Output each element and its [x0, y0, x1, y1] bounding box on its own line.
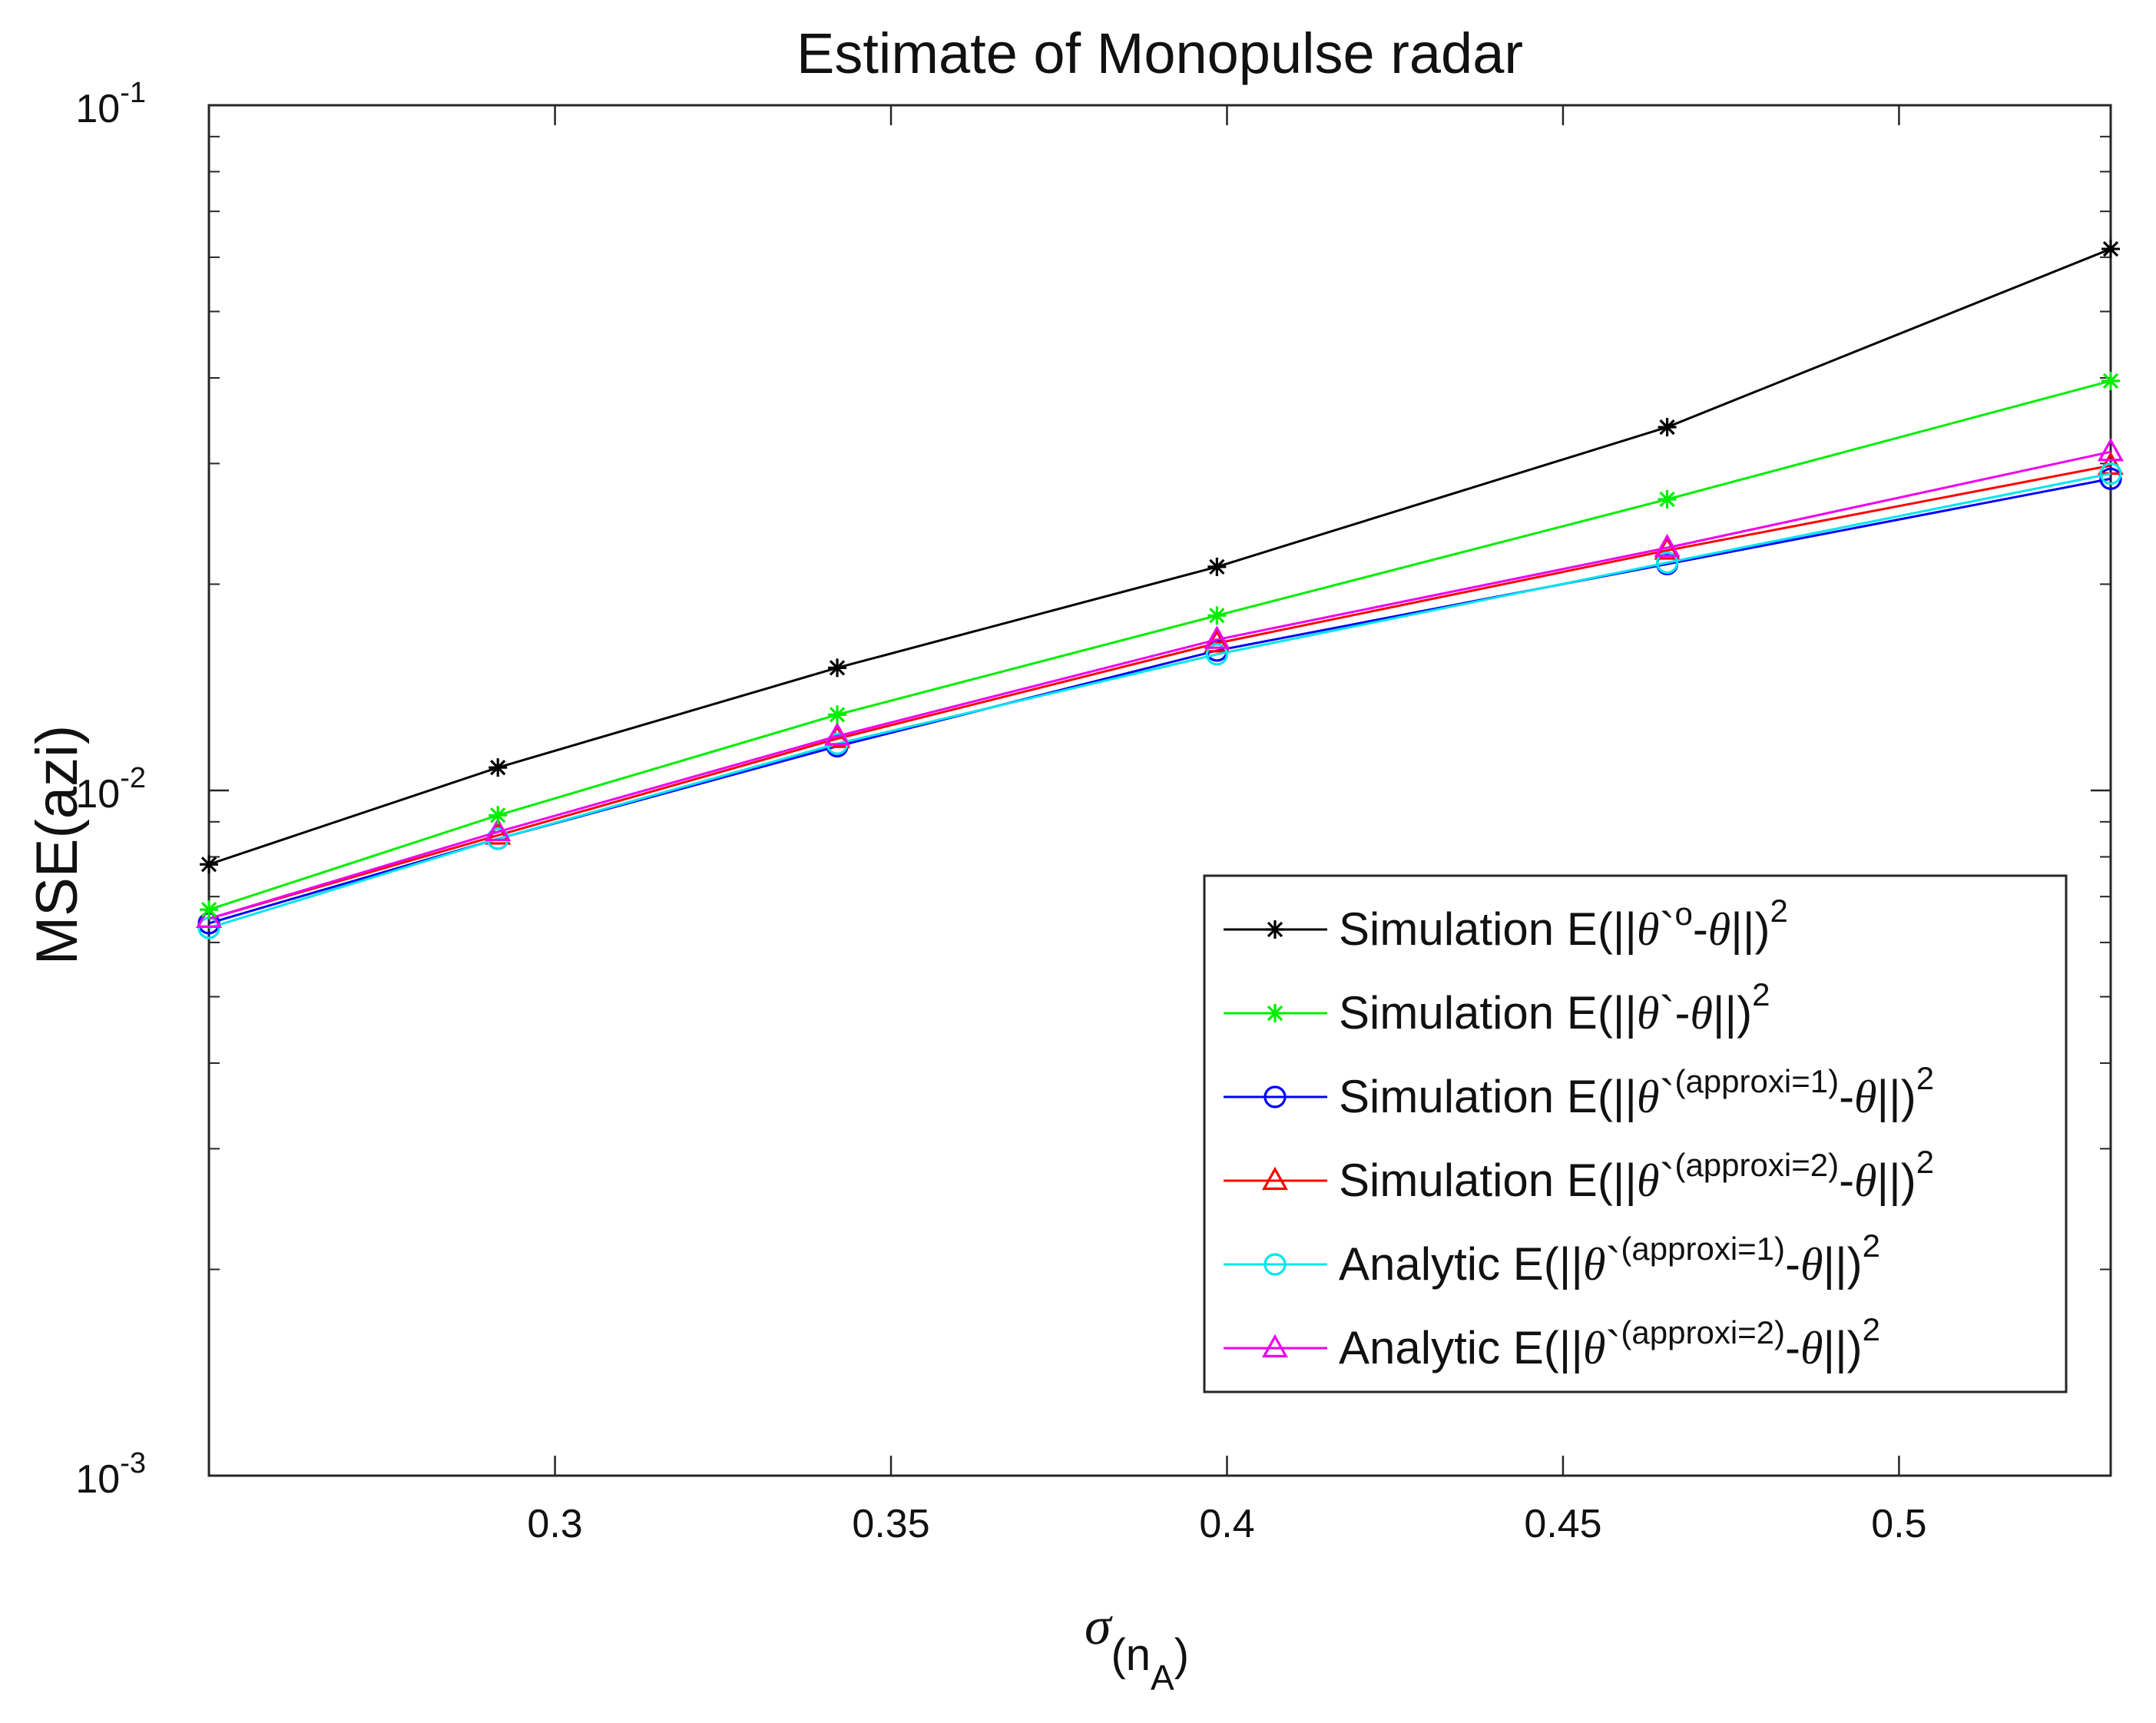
- x-tick-label: 0.45: [1524, 1502, 1601, 1546]
- data-point-sim-a2: [2098, 451, 2124, 475]
- plot-area: 10-110-210-30.3 0.35 0.4 0.45 0.5Simulation …: [75, 77, 2124, 1546]
- legend: Simulation E(||θ`o-θ||)2 Simulation E(||θ…: [1203, 874, 2068, 1393]
- x-axis-label: σ(nA): [1085, 1597, 1189, 1698]
- data-point-ana-a2: [485, 817, 512, 842]
- series-line-sim-a2: [208, 464, 2111, 920]
- x-tick-label: 0.5: [1871, 1502, 1926, 1546]
- y-tick-label: 10-3: [75, 1447, 146, 1502]
- y-axis-label: MSE(azi): [25, 725, 90, 965]
- series-line-sim-o: [208, 247, 2111, 866]
- legend-label: Simulation E(||θ`o-θ||)2: [1339, 893, 1788, 955]
- x-tick-label: 0.3: [527, 1502, 582, 1546]
- y-tick-label-exponent: -3: [120, 1447, 146, 1479]
- legend-entry-sim-plain: Simulation E(||θ`-θ||)2: [1224, 976, 1770, 1039]
- legend-box: [1203, 874, 2068, 1393]
- data-point-sim-plain: [828, 705, 847, 724]
- x-tick-label: 0.35: [852, 1502, 929, 1546]
- series-line-ana-a1: [208, 472, 2111, 929]
- data-point-sim-plain: [488, 806, 508, 825]
- y-tick-label: 10-2: [75, 762, 146, 817]
- legend-marker: [1262, 1334, 1288, 1358]
- legend-marker: [1266, 1004, 1284, 1022]
- legend-marker: [1266, 920, 1284, 939]
- legend-entry-ana-a2: Analytic E(||θ`(approxi=2)-θ||)2: [1224, 1311, 1880, 1373]
- data-point-ana-a2: [824, 722, 851, 746]
- legend-entry-sim-a1: Simulation E(||θ`(approxi=1)-θ||)2: [1224, 1060, 1934, 1122]
- data-point-sim-plain: [1658, 490, 1677, 509]
- legend-marker: [1263, 1085, 1287, 1108]
- data-point-ana-a2: [196, 904, 222, 928]
- legend-marker: [1263, 1253, 1287, 1276]
- data-point-ana-a1: [2099, 462, 2122, 485]
- x-tick-label: 0.4: [1199, 1502, 1254, 1546]
- y-tick-label-exponent: -2: [120, 762, 146, 794]
- legend-label: Analytic E(||θ`(approxi=1)-θ||)2: [1339, 1228, 1880, 1290]
- data-point-ana-a2: [2098, 437, 2124, 462]
- y-tick-label-base: 10: [75, 87, 120, 131]
- y-tick-label: 10-1: [75, 77, 146, 131]
- data-point-ana-a1: [1205, 643, 1228, 666]
- legend-marker: [1262, 1166, 1288, 1191]
- y-tick-label-exponent: -1: [120, 77, 146, 109]
- legend-label: Simulation E(||θ`(approxi=1)-θ||)2: [1339, 1060, 1934, 1122]
- data-point-sim-o: [488, 758, 508, 777]
- legend-entry-ana-a1: Analytic E(||θ`(approxi=1)-θ||)2: [1224, 1228, 1880, 1290]
- data-point-sim-o: [1207, 557, 1227, 576]
- x-axis-label-subscript-close: ): [1174, 1630, 1189, 1680]
- series-line-sim-plain: [208, 379, 2111, 911]
- x-axis-label-symbol: σ: [1085, 1597, 1113, 1656]
- data-point-sim-a1: [2099, 467, 2122, 490]
- x-axis-label-subsubscript: A: [1151, 1658, 1174, 1698]
- data-point-ana-a2: [1654, 533, 1681, 558]
- data-point-sim-o: [2101, 240, 2120, 259]
- y-tick-label-base: 10: [75, 772, 120, 817]
- data-point-ana-a2: [1204, 625, 1230, 649]
- y-tick-label-base: 10: [75, 1457, 120, 1502]
- plot-frame: [207, 104, 2112, 1477]
- data-point-sim-o: [1658, 418, 1677, 437]
- legend-entry-sim-a2: Simulation E(||θ`(approxi=2)-θ||)2: [1224, 1144, 1934, 1206]
- series-line-ana-a2: [208, 450, 2111, 920]
- legend-label: Analytic E(||θ`(approxi=2)-θ||)2: [1339, 1311, 1880, 1373]
- data-point-sim-o: [200, 855, 218, 874]
- data-point-sim-plain: [1207, 606, 1227, 625]
- data-point-sim-plain: [200, 900, 218, 919]
- chart-title: Estimate of Monopulse radar: [796, 22, 1523, 85]
- legend-label: Simulation E(||θ`(approxi=2)-θ||)2: [1339, 1144, 1934, 1206]
- data-point-ana-a1: [1655, 551, 1679, 575]
- legend-label: Simulation E(||θ`-θ||)2: [1339, 976, 1770, 1039]
- data-point-sim-plain: [2101, 371, 2120, 390]
- legend-entry-sim-o: Simulation E(||θ`o-θ||)2: [1224, 893, 1788, 955]
- x-axis-label-subscript: (n: [1111, 1630, 1151, 1680]
- data-point-sim-o: [828, 658, 847, 678]
